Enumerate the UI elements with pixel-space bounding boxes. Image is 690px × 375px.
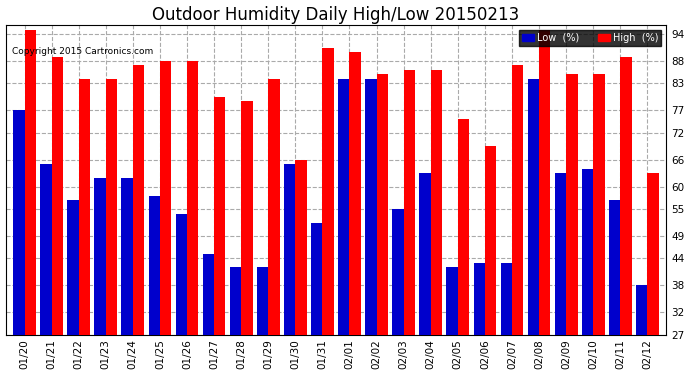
Bar	[349, 52, 361, 335]
Bar	[377, 75, 388, 335]
Legend: Low  (%), High  (%): Low (%), High (%)	[520, 30, 662, 46]
Bar	[338, 79, 349, 335]
Bar	[446, 267, 457, 335]
Bar	[25, 30, 36, 335]
Bar	[636, 285, 647, 335]
Bar	[512, 66, 523, 335]
Bar	[257, 267, 268, 335]
Bar	[457, 119, 469, 335]
Bar	[404, 70, 415, 335]
Title: Outdoor Humidity Daily High/Low 20150213: Outdoor Humidity Daily High/Low 20150213	[152, 6, 520, 24]
Bar	[322, 48, 334, 335]
Bar	[485, 146, 496, 335]
Bar	[566, 75, 578, 335]
Bar	[230, 267, 241, 335]
Bar	[268, 79, 279, 335]
Bar	[160, 61, 171, 335]
Bar	[539, 30, 551, 335]
Bar	[501, 263, 512, 335]
Bar	[609, 200, 620, 335]
Bar	[95, 178, 106, 335]
Bar	[593, 75, 604, 335]
Bar	[311, 222, 322, 335]
Bar	[52, 57, 63, 335]
Bar	[176, 213, 187, 335]
Bar	[582, 169, 593, 335]
Bar	[431, 70, 442, 335]
Bar	[528, 79, 539, 335]
Bar	[555, 173, 566, 335]
Bar	[214, 97, 226, 335]
Bar	[241, 101, 253, 335]
Bar	[284, 164, 295, 335]
Bar	[295, 160, 306, 335]
Bar	[393, 209, 404, 335]
Bar	[473, 263, 485, 335]
Bar	[365, 79, 377, 335]
Bar	[133, 66, 144, 335]
Bar	[187, 61, 198, 335]
Bar	[647, 173, 659, 335]
Bar	[79, 79, 90, 335]
Bar	[148, 196, 160, 335]
Bar	[203, 254, 214, 335]
Bar	[420, 173, 431, 335]
Bar	[68, 200, 79, 335]
Bar	[620, 57, 631, 335]
Bar	[13, 110, 25, 335]
Bar	[121, 178, 133, 335]
Text: Copyright 2015 Cartronics.com: Copyright 2015 Cartronics.com	[12, 47, 153, 56]
Bar	[40, 164, 52, 335]
Bar	[106, 79, 117, 335]
